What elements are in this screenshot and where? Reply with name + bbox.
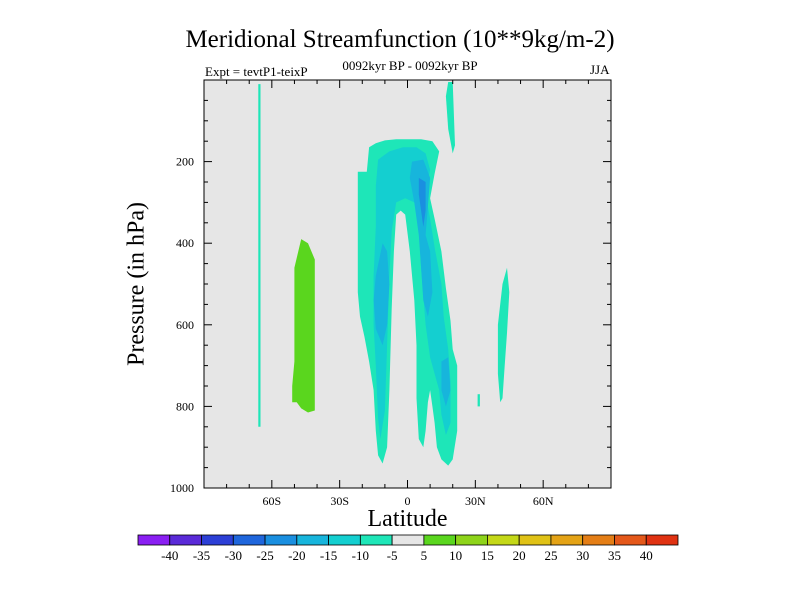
chart-title: Meridional Streamfunction (10**9kg/m-2) — [185, 26, 615, 53]
colorbar-label: -10 — [352, 548, 369, 563]
colorbar-swatch — [423, 534, 457, 546]
colorbar-swatch — [359, 534, 393, 546]
y-tick-label: 400 — [176, 236, 194, 250]
x-tick-label: 60N — [533, 494, 554, 508]
colorbar-label: 15 — [481, 548, 494, 563]
colorbar: -40 -35 -30 -25 -20 -15 -10 -5 5 10 15 20 25 30 35 40 — [137, 534, 679, 563]
colorbar-swatch — [296, 534, 329, 546]
colorbar-swatch — [328, 534, 361, 546]
x-tick-label: 60S — [262, 494, 281, 508]
contour-region-7 — [373, 243, 390, 346]
period-label: 0092kyr BP - 0092kyr BP — [342, 58, 478, 73]
contour-region-4 — [497, 267, 510, 403]
contour-region-5 — [477, 394, 480, 407]
contour-region-3 — [445, 82, 455, 154]
colorbar-label: -40 — [161, 548, 178, 563]
contour-region-10 — [418, 177, 426, 227]
colorbar-label: -30 — [225, 548, 242, 563]
colorbar-swatch — [550, 534, 584, 546]
colorbar-label: 30 — [576, 548, 589, 563]
colorbar-label: 20 — [513, 548, 526, 563]
x-tick-label: 30N — [465, 494, 486, 508]
y-tick-label: 800 — [176, 399, 194, 413]
season-label: JJA — [590, 62, 610, 77]
contour-region-0 — [258, 84, 261, 427]
colorbar-label: 10 — [449, 548, 462, 563]
colorbar-swatch — [487, 534, 520, 546]
contour-region-6 — [373, 147, 451, 440]
colorbar-swatch — [264, 534, 298, 546]
x-tick-label: 30S — [330, 494, 349, 508]
colorbar-swatch — [232, 534, 266, 546]
colorbar-label: -15 — [320, 548, 337, 563]
y-tick-label: 200 — [176, 155, 194, 169]
colorbar-swatch — [201, 534, 234, 546]
y-tick-label: 1000 — [170, 481, 194, 495]
colorbar-label: -20 — [288, 548, 305, 563]
colorbar-label: 25 — [544, 548, 557, 563]
colorbar-label: 40 — [640, 548, 653, 563]
colorbar-swatch — [455, 534, 488, 546]
x-axis-label: Latitude — [368, 506, 448, 532]
colorbar-swatch — [518, 534, 552, 546]
axis-ticks: 60S 30S 0 30N 60N 200 400 600 800 1000 — [170, 79, 612, 508]
colorbar-label: 5 — [421, 548, 428, 563]
colorbar-swatch — [645, 534, 679, 546]
colorbar-swatch — [391, 534, 425, 546]
colorbar-swatch — [614, 534, 647, 546]
contour-region-1 — [292, 239, 315, 413]
contour-regions — [258, 82, 510, 466]
colorbar-label: -25 — [256, 548, 273, 563]
colorbar-swatch — [137, 534, 171, 546]
y-axis-label: Pressure (in hPa) — [124, 202, 150, 366]
colorbar-label: -5 — [387, 548, 398, 563]
experiment-label: Expt = tevtP1-teixP — [205, 64, 308, 79]
colorbar-label: -35 — [193, 548, 210, 563]
colorbar-label: 35 — [608, 548, 621, 563]
colorbar-swatch — [169, 534, 202, 546]
contour-region-9 — [441, 357, 451, 407]
y-tick-label: 600 — [176, 318, 194, 332]
contour-region-8 — [409, 159, 433, 317]
x-tick-label: 0 — [405, 494, 411, 508]
colorbar-swatch — [582, 534, 615, 546]
